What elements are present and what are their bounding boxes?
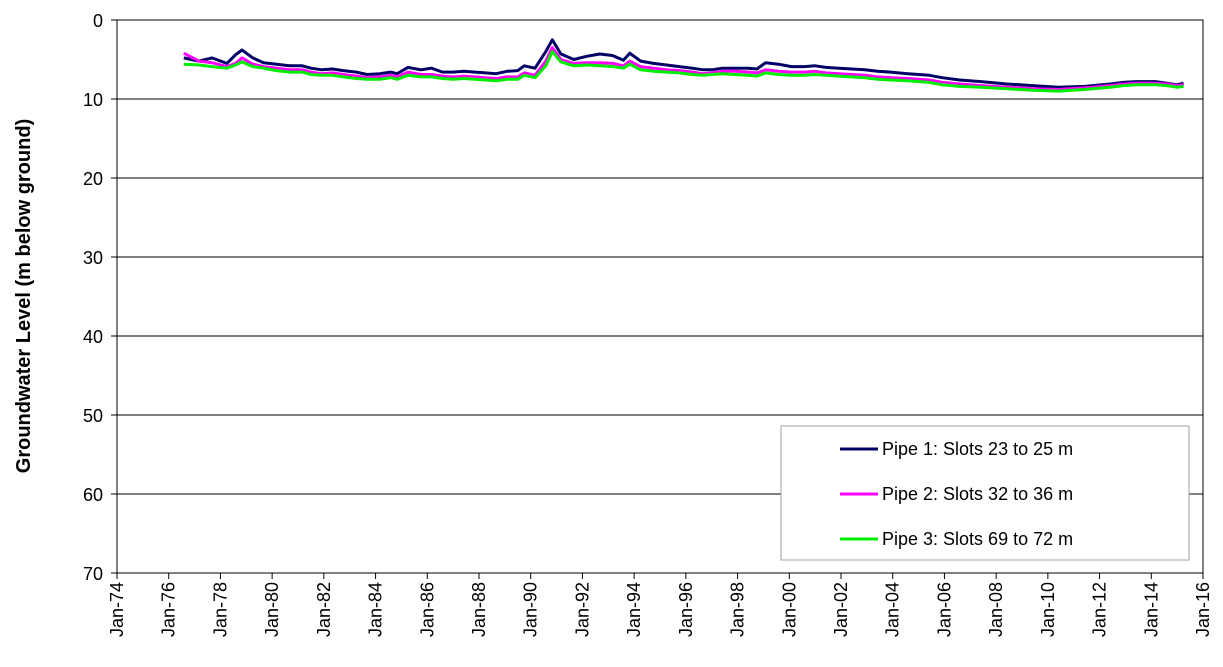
y-tick-label: 50	[83, 406, 103, 426]
x-tick-label: Jan-08	[986, 582, 1006, 637]
x-tick-label: Jan-98	[728, 582, 748, 637]
legend-label-pipe-3: Pipe 3: Slots 69 to 72 m	[882, 529, 1073, 549]
y-tick-label: 20	[83, 169, 103, 189]
x-tick-label: Jan-80	[262, 582, 282, 637]
legend-label-pipe-1: Pipe 1: Slots 23 to 25 m	[882, 439, 1073, 459]
x-tick-label: Jan-88	[469, 582, 489, 637]
data-series	[183, 38, 1184, 93]
x-tick-label: Jan-90	[521, 582, 541, 637]
x-tick-label: Jan-92	[572, 582, 592, 637]
y-axis-label: Groundwater Level (m below ground)	[13, 119, 35, 473]
x-tick-label: Jan-94	[624, 582, 644, 637]
y-tick-label: 40	[83, 327, 103, 347]
legend-label-pipe-2: Pipe 2: Slots 32 to 36 m	[882, 484, 1073, 504]
x-tick-label: Jan-96	[676, 582, 696, 637]
x-tick-label: Jan-16	[1193, 582, 1213, 637]
x-tick-label: Jan-76	[159, 582, 179, 637]
y-tick-label: 30	[83, 248, 103, 268]
y-tick-label: 10	[83, 90, 103, 110]
x-tick-label: Jan-04	[883, 582, 903, 637]
x-axis: Jan-74 Jan-76 Jan-78 Jan-80 Jan-82 Jan-84 Jan-…	[107, 573, 1213, 637]
x-tick-label: Jan-78	[210, 582, 230, 637]
gridlines	[117, 98, 1203, 495]
x-tick-label: Jan-02	[831, 582, 851, 637]
y-axis: 0 10 20 30 40 50 60 70	[83, 11, 117, 584]
x-tick-label: Jan-12	[1090, 582, 1110, 637]
series-line-pipe-2	[183, 46, 1184, 91]
x-tick-label: Jan-84	[366, 582, 386, 637]
x-tick-label: Jan-06	[934, 582, 954, 637]
plot-area-border	[116, 19, 1204, 574]
series-line-pipe-1	[183, 38, 1184, 89]
series-line-pipe-3	[183, 50, 1184, 93]
y-tick-label: 0	[93, 11, 103, 31]
x-tick-label: Jan-14	[1141, 582, 1161, 637]
x-tick-label: Jan-74	[107, 582, 127, 637]
x-tick-label: Jan-10	[1038, 582, 1058, 637]
x-tick-label: Jan-00	[779, 582, 799, 637]
x-tick-label: Jan-82	[314, 582, 334, 637]
y-tick-label: 60	[83, 485, 103, 505]
legend: Pipe 1: Slots 23 to 25 m Pipe 2: Slots 32…	[780, 425, 1190, 561]
y-tick-label: 70	[83, 564, 103, 584]
x-tick-label: Jan-86	[417, 582, 437, 637]
